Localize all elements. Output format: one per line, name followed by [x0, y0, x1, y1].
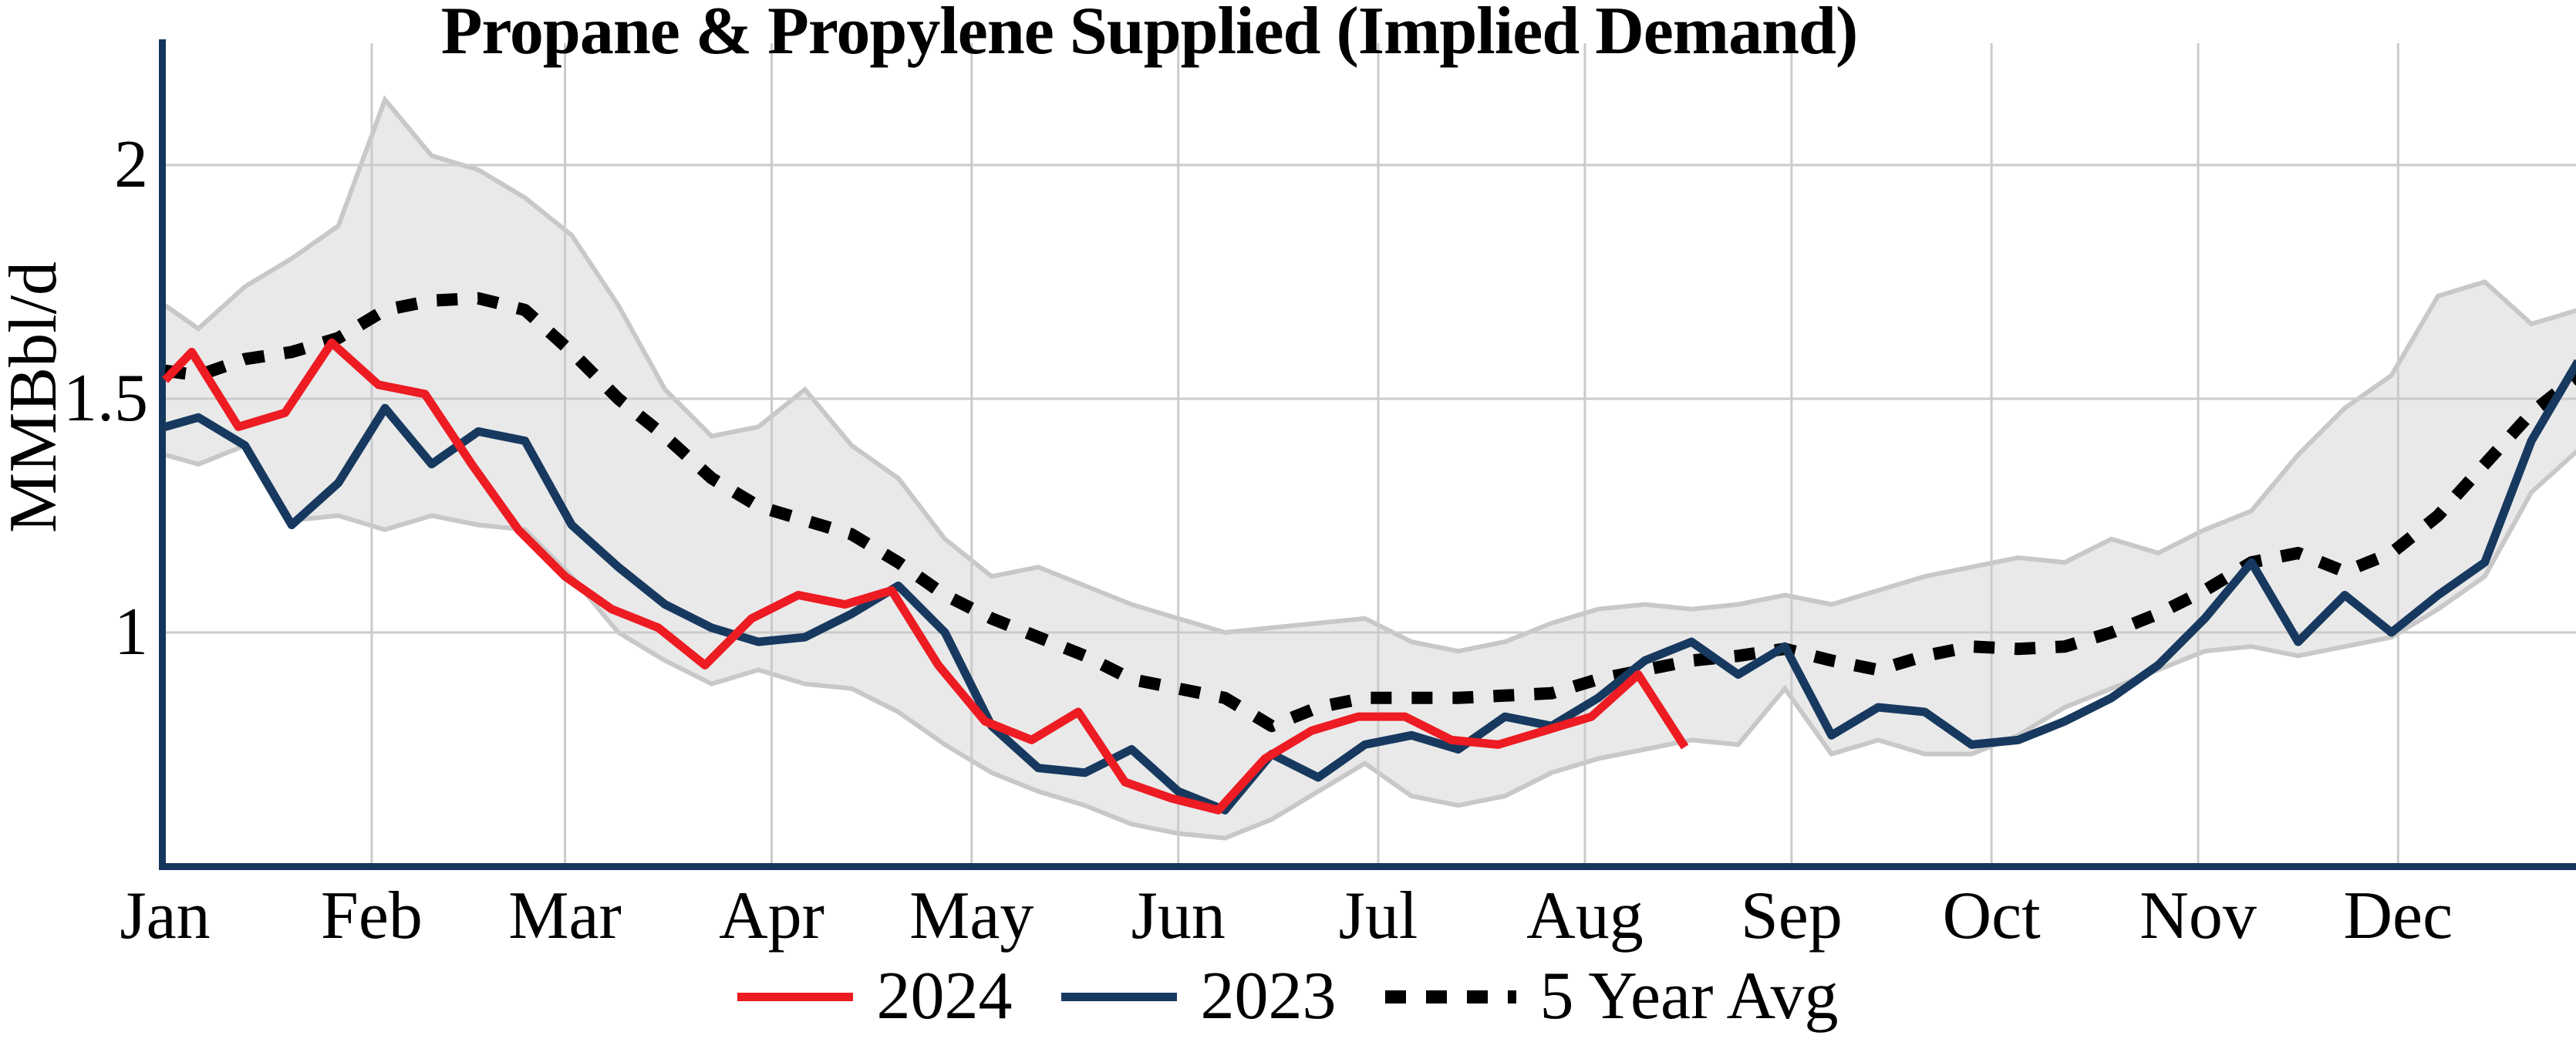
series-line-5-year-avg [164, 292, 2576, 733]
y-tick-2: 2 [114, 127, 148, 202]
legend-label-2024: 2024 [876, 959, 1013, 1034]
x-tick-apr: Apr [719, 879, 824, 953]
y-tick-1: 1 [114, 595, 148, 670]
x-tick-jun: Jun [1131, 879, 1226, 953]
legend-item-2024: 2024 [737, 960, 1012, 1034]
x-axis-spine [159, 863, 2576, 870]
x-tick-oct: Oct [1942, 879, 2041, 953]
series-line-2024 [162, 338, 1689, 815]
y-axis-spine [159, 39, 166, 870]
x-tick-sep: Sep [1740, 879, 1843, 953]
legend: 2024 2023 5 Year Avg [0, 960, 2576, 1034]
x-tick-feb: Feb [320, 879, 423, 953]
band-top-edge [164, 95, 2576, 654]
legend-label-2023: 2023 [1200, 959, 1337, 1034]
x-tick-aug: Aug [1526, 879, 1644, 953]
series-line-2023 [164, 359, 2576, 815]
x-tick-nov: Nov [2139, 879, 2257, 953]
legend-line-2023-swatch [1061, 992, 1178, 1001]
x-tick-mar: Mar [508, 879, 622, 953]
x-tick-dec: Dec [2343, 879, 2453, 953]
y-tick-1-5: 1.5 [63, 361, 148, 436]
band-bottom-edge [164, 442, 2576, 841]
x-tick-may: May [909, 879, 1034, 953]
x-tick-jan: Jan [120, 879, 211, 953]
legend-item-2023: 2023 [1061, 960, 1336, 1034]
x-tick-jul: Jul [1338, 879, 1418, 953]
legend-line-2024-swatch [737, 992, 854, 1001]
legend-line-5yr-avg-swatch [1385, 990, 1517, 1003]
band-5yr-range [165, 100, 2576, 838]
legend-item-5yr-avg: 5 Year Avg [1385, 959, 1839, 1034]
legend-label-5yr-avg: 5 Year Avg [1539, 959, 1839, 1034]
chart-title: Propane & Propylene Supplied (Implied De… [440, 0, 1859, 69]
